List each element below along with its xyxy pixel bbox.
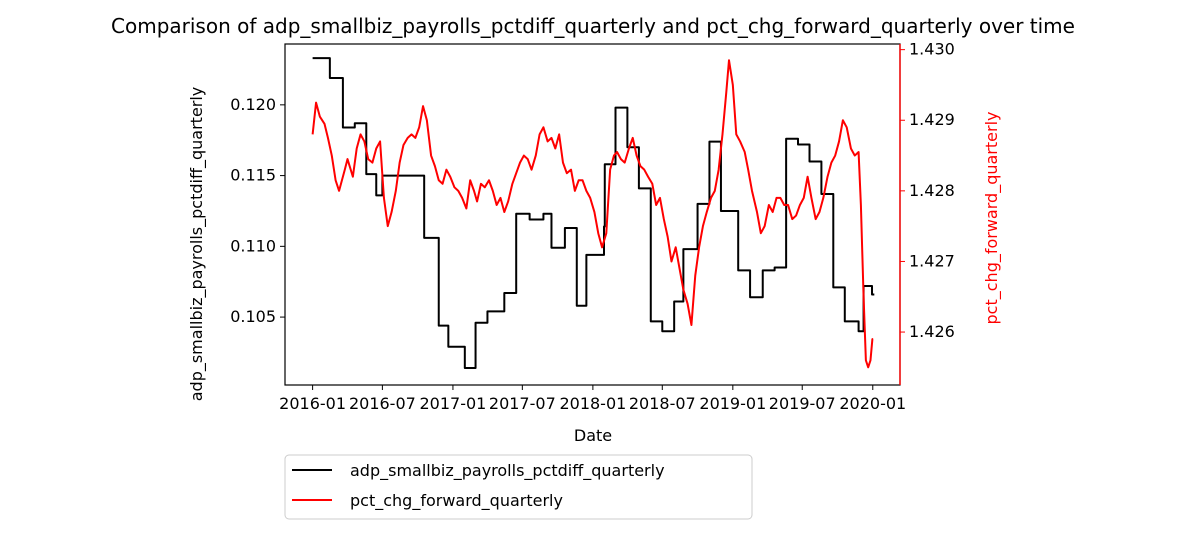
left-y-tick-label: 0.105 <box>230 307 276 326</box>
right-y-axis: 1.426 1.427 1.428 1.429 1.430 <box>899 40 955 385</box>
right-y-tick-label: 1.430 <box>909 40 955 59</box>
x-tick-label: 2019-07 <box>769 394 836 413</box>
left-y-tick-label: 0.120 <box>230 95 276 114</box>
left-y-axis: 0.105 0.110 0.115 0.120 <box>230 95 285 326</box>
x-tick-label: 2016-01 <box>279 394 346 413</box>
legend-label-pct-chg: pct_chg_forward_quarterly <box>350 491 563 511</box>
series-layer <box>311 57 875 370</box>
x-tick-label: 2020-01 <box>839 394 906 413</box>
x-tick-label: 2017-01 <box>420 394 487 413</box>
legend-box <box>284 454 753 520</box>
series-line-pct-chg <box>311 59 874 369</box>
chart-title: Comparison of adp_smallbiz_payrolls_pctd… <box>111 14 1075 38</box>
right-y-axis-label: pct_chg_forward_quarterly <box>982 112 1002 325</box>
x-axis-label: Date <box>574 426 612 445</box>
right-y-tick-label: 1.428 <box>909 181 955 200</box>
left-y-tick-label: 0.115 <box>230 166 276 185</box>
x-tick-label: 2017-07 <box>489 394 556 413</box>
right-y-tick-label: 1.426 <box>909 322 955 341</box>
right-y-tick-label: 1.427 <box>909 251 955 270</box>
x-tick-label: 2019-01 <box>699 394 766 413</box>
left-y-axis-label: adp_smallbiz_payrolls_pctdiff_quarterly <box>187 87 207 402</box>
left-y-tick-label: 0.110 <box>230 236 276 255</box>
x-tick-label: 2016-07 <box>349 394 416 413</box>
right-y-tick-label: 1.429 <box>909 110 955 129</box>
legend-label-adp: adp_smallbiz_payrolls_pctdiff_quarterly <box>350 461 665 481</box>
legend: adp_smallbiz_payrolls_pctdiff_quarterly … <box>284 454 753 520</box>
x-tick-label: 2018-01 <box>559 394 626 413</box>
x-tick-label: 2018-07 <box>629 394 696 413</box>
x-axis: 2016-01 2016-07 2017-01 2017-07 2018-01 2018-… <box>279 385 906 413</box>
series-line-adp <box>312 57 875 370</box>
